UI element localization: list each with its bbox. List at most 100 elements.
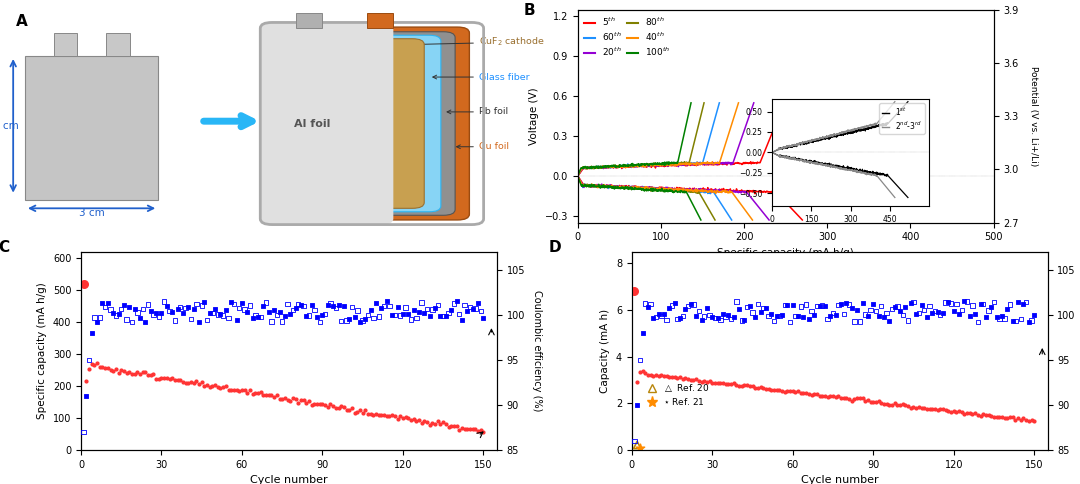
Point — [356, 315, 374, 323]
Point — [741, 383, 758, 391]
Point — [156, 374, 173, 381]
Point — [110, 310, 127, 318]
Point — [383, 311, 401, 318]
Point — [972, 301, 989, 308]
Point — [833, 393, 850, 401]
Point — [977, 314, 995, 321]
Point — [327, 404, 345, 411]
Point — [244, 391, 261, 398]
Point — [918, 405, 935, 412]
Point — [827, 393, 845, 401]
Point — [327, 304, 345, 312]
Point — [1001, 413, 1018, 421]
Point — [974, 410, 991, 418]
Point — [787, 312, 805, 320]
Point — [679, 376, 697, 383]
Point — [237, 305, 254, 313]
Point — [448, 422, 465, 430]
Point — [921, 302, 939, 310]
Point — [440, 309, 457, 317]
FancyBboxPatch shape — [274, 35, 441, 212]
Point — [320, 403, 337, 410]
Point — [360, 410, 377, 418]
Point — [150, 313, 167, 320]
Point — [634, 367, 651, 375]
Point — [954, 408, 971, 416]
Legend: 5$^{th}$, 60$^{th}$, 20$^{th}$, 80$^{th}$, 40$^{th}$, 100$^{th}$: 5$^{th}$, 60$^{th}$, 20$^{th}$, 80$^{th}… — [582, 14, 673, 60]
Point — [969, 411, 986, 419]
Point — [631, 356, 648, 364]
Point — [674, 312, 691, 320]
Point — [145, 370, 162, 378]
Point — [222, 386, 240, 394]
Point — [645, 372, 662, 379]
Point — [956, 298, 973, 305]
Point — [284, 394, 301, 402]
Point — [179, 303, 197, 311]
Point — [902, 404, 919, 411]
Point — [168, 305, 186, 313]
Point — [362, 410, 379, 418]
Point — [204, 309, 221, 317]
Point — [880, 317, 897, 325]
Point — [768, 312, 785, 319]
Point — [381, 412, 399, 420]
Point — [193, 378, 211, 386]
Point — [467, 425, 484, 433]
Point — [985, 298, 1002, 306]
Point — [461, 303, 478, 311]
Text: C: C — [0, 240, 9, 255]
Point — [1001, 301, 1018, 308]
Point — [723, 315, 740, 323]
Point — [105, 309, 122, 317]
Point — [934, 309, 951, 317]
Point — [153, 374, 171, 382]
Point — [346, 408, 363, 416]
Point — [407, 417, 424, 425]
Point — [199, 316, 216, 324]
Point — [792, 390, 809, 397]
Point — [172, 303, 189, 311]
Point — [129, 309, 146, 317]
Point — [284, 306, 301, 314]
Point — [750, 385, 767, 393]
Point — [719, 311, 737, 319]
Point — [333, 402, 350, 410]
Text: Cu foil: Cu foil — [457, 142, 509, 151]
Point — [80, 356, 97, 364]
Point — [448, 298, 465, 305]
Point — [427, 304, 444, 312]
Point — [963, 410, 981, 418]
Point — [728, 298, 745, 305]
Y-axis label: Coulombic efficiency (%): Coulombic efficiency (%) — [531, 290, 542, 411]
Point — [958, 298, 975, 305]
Legend: 1$^{st}$, 2$^{nd}$-3$^{rd}$: 1$^{st}$, 2$^{nd}$-3$^{rd}$ — [879, 103, 924, 134]
Point — [322, 400, 339, 408]
Point — [246, 389, 264, 396]
Point — [132, 370, 149, 378]
Point — [434, 418, 451, 426]
Point — [174, 378, 191, 386]
Point — [688, 375, 705, 383]
Point — [351, 406, 368, 414]
Point — [1026, 311, 1043, 319]
Point — [201, 309, 218, 317]
Point — [179, 379, 197, 387]
Point — [112, 366, 130, 374]
Point — [1015, 300, 1032, 308]
Point — [367, 409, 384, 417]
Point — [295, 396, 312, 404]
Point — [148, 309, 165, 317]
Text: D: D — [549, 240, 562, 255]
Point — [338, 406, 355, 414]
Point — [397, 414, 415, 422]
Point — [392, 312, 409, 319]
Point — [177, 304, 194, 312]
Point — [723, 380, 740, 388]
Point — [137, 318, 154, 326]
Point — [335, 404, 352, 411]
Point — [349, 307, 366, 315]
Point — [631, 368, 648, 376]
Point — [306, 400, 323, 408]
Point — [829, 393, 847, 400]
